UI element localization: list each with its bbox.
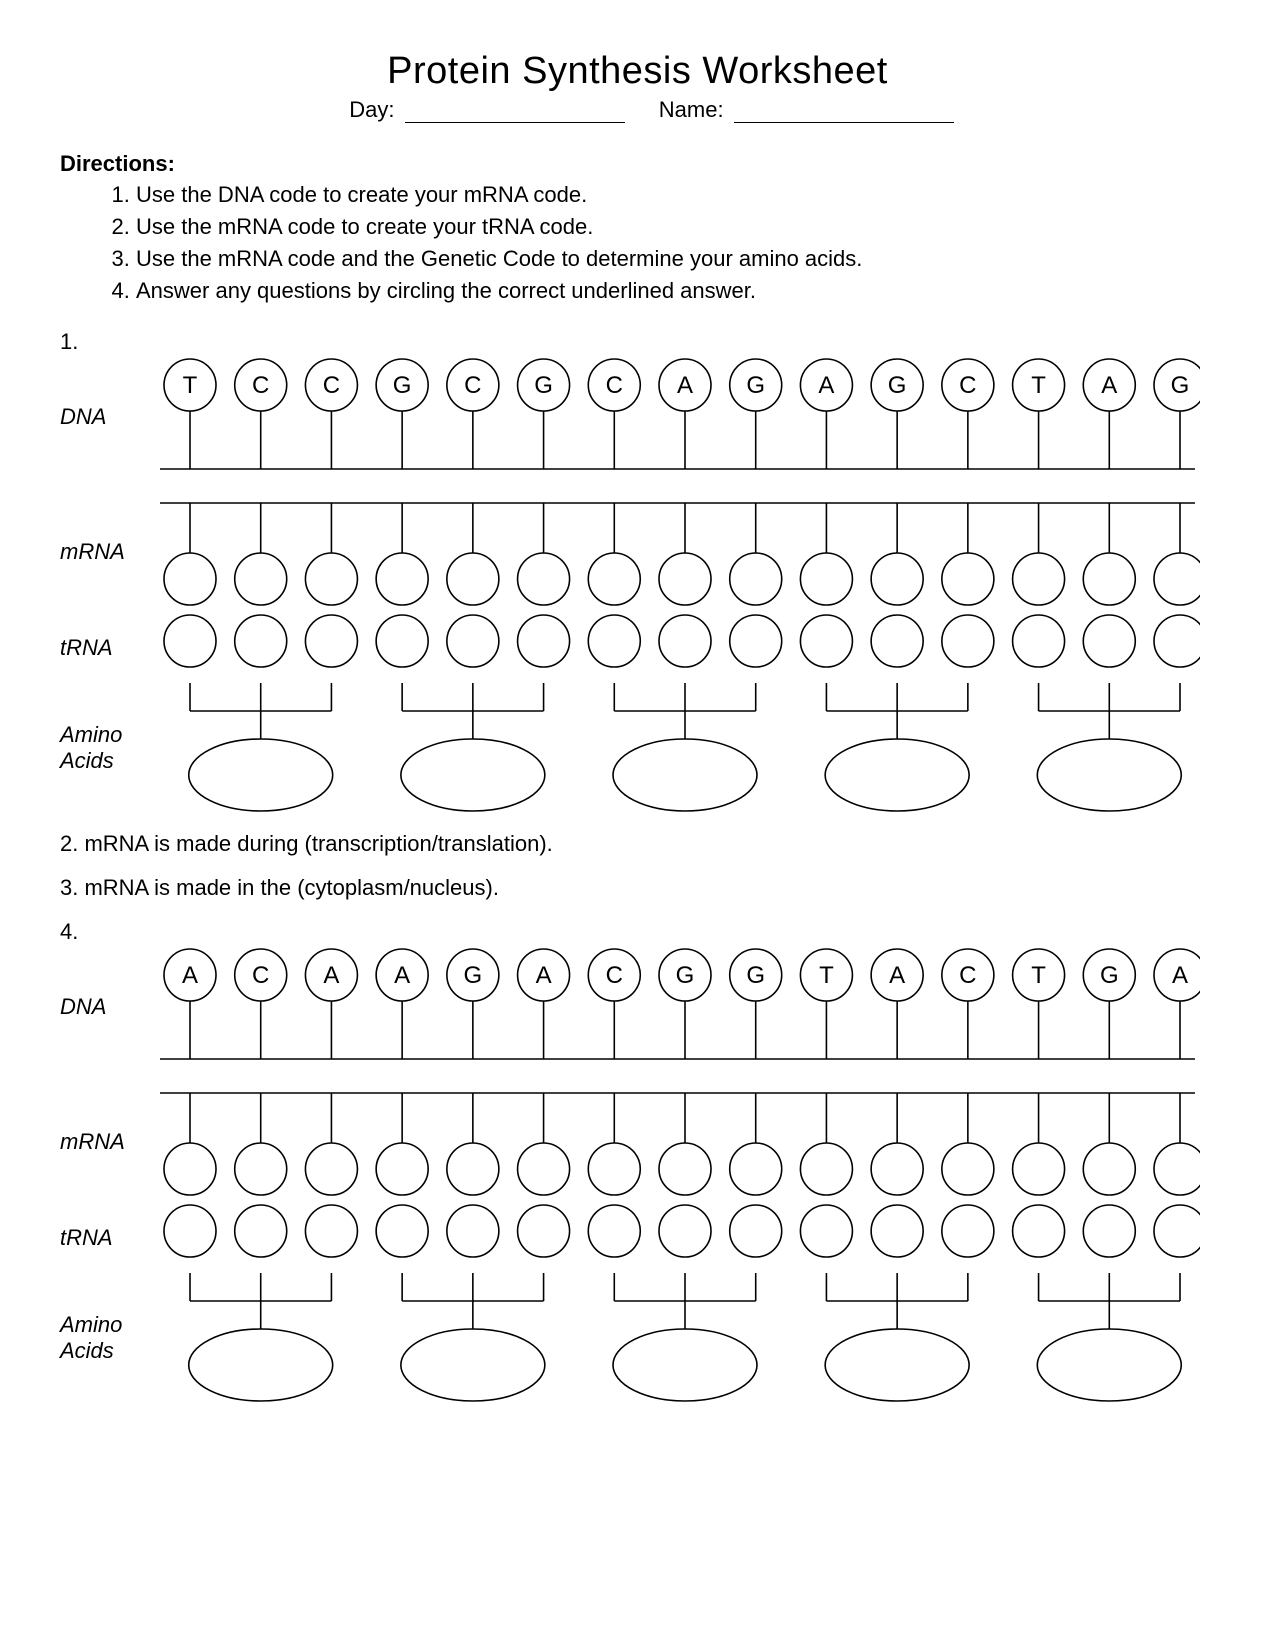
dna-diagram-1: TCCGCGCAGAGCTAG [150, 357, 1200, 477]
svg-text:A: A [323, 962, 339, 989]
svg-text:A: A [818, 372, 834, 399]
trna-label: tRNA [60, 1225, 150, 1251]
svg-text:G: G [1100, 962, 1119, 989]
svg-text:A: A [1101, 372, 1117, 399]
svg-text:T: T [819, 962, 834, 989]
problem-1: 1. DNA T C C G C G C A G A G C T A G mRNA tRNA AminoAc… [60, 329, 1215, 813]
dna-label: DNA [60, 404, 150, 430]
svg-text:C: C [959, 372, 976, 399]
question-3: 3. mRNA is made in the (cytoplasm/nucleu… [60, 875, 1215, 901]
amino-diagram-4 [150, 1273, 1200, 1403]
svg-text:C: C [252, 372, 269, 399]
name-blank[interactable] [734, 104, 954, 123]
direction-item: Use the mRNA code to create your tRNA co… [136, 211, 1215, 243]
day-blank[interactable] [405, 104, 625, 123]
svg-text:C: C [323, 372, 340, 399]
svg-text:T: T [183, 372, 198, 399]
trna-diagram-4 [150, 1203, 1200, 1273]
svg-text:G: G [393, 372, 412, 399]
direction-item: Use the mRNA code and the Genetic Code t… [136, 243, 1215, 275]
directions-list: Use the DNA code to create your mRNA cod… [60, 179, 1215, 307]
svg-text:G: G [888, 372, 907, 399]
direction-item: Answer any questions by circling the cor… [136, 275, 1215, 307]
problem-number: 1. [60, 329, 1215, 355]
mrna-label: mRNA [60, 539, 150, 565]
direction-item: Use the DNA code to create your mRNA cod… [136, 179, 1215, 211]
svg-text:G: G [746, 372, 765, 399]
svg-text:C: C [252, 962, 269, 989]
meta-line: Day: Name: [60, 97, 1215, 123]
name-label: Name: [659, 97, 724, 122]
problem-4: 4. DNA A C A A G A C G G T A C T G A mRNA tRNA AminoAc… [60, 919, 1215, 1403]
question-2: 2. mRNA is made during (transcription/tr… [60, 831, 1215, 857]
svg-text:G: G [1171, 372, 1190, 399]
directions-heading: Directions: [60, 151, 1215, 177]
dna-label: DNA [60, 994, 150, 1020]
svg-text:A: A [182, 962, 198, 989]
amino-diagram-1 [150, 683, 1200, 813]
svg-text:T: T [1031, 372, 1046, 399]
mrna-label: mRNA [60, 1129, 150, 1155]
dna-diagram-4: ACAAGACGGTACTGA [150, 947, 1200, 1067]
trna-diagram-1 [150, 613, 1200, 683]
svg-text:C: C [606, 372, 623, 399]
svg-text:G: G [676, 962, 695, 989]
svg-text:T: T [1031, 962, 1046, 989]
day-label: Day: [349, 97, 394, 122]
mrna-diagram-4 [150, 1087, 1200, 1197]
svg-text:A: A [677, 372, 693, 399]
amino-label: AminoAcids [60, 1312, 150, 1364]
svg-text:A: A [536, 962, 552, 989]
svg-text:C: C [959, 962, 976, 989]
svg-text:C: C [464, 372, 481, 399]
svg-text:C: C [606, 962, 623, 989]
amino-label: AminoAcids [60, 722, 150, 774]
problem-number: 4. [60, 919, 1215, 945]
svg-text:G: G [464, 962, 483, 989]
trna-label: tRNA [60, 635, 150, 661]
svg-text:G: G [746, 962, 765, 989]
svg-text:A: A [1172, 962, 1188, 989]
svg-text:A: A [394, 962, 410, 989]
svg-text:A: A [889, 962, 905, 989]
svg-text:G: G [534, 372, 553, 399]
page-title: Protein Synthesis Worksheet [60, 50, 1215, 93]
mrna-diagram-1 [150, 497, 1200, 607]
